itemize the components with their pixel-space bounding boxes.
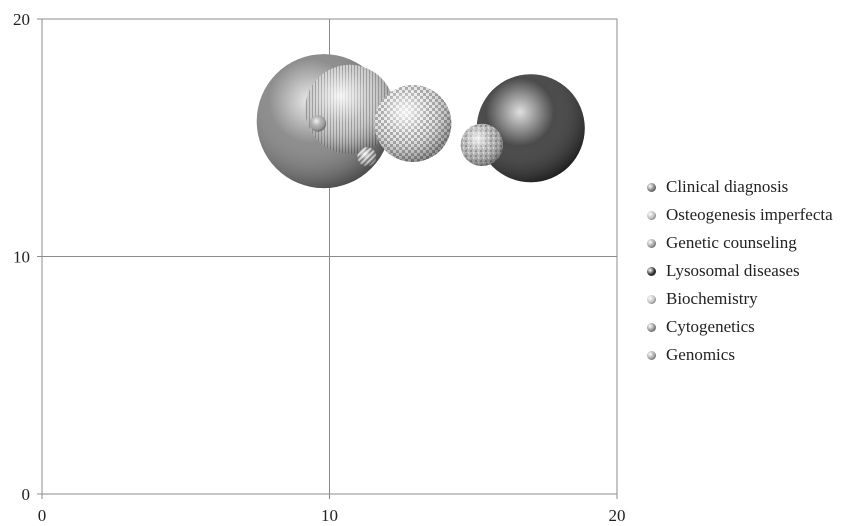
legend-swatch-lysosomal-diseases xyxy=(647,266,656,276)
x-tick-label: 20 xyxy=(609,506,626,525)
legend-label: Osteogenesis imperfecta xyxy=(666,205,833,224)
legend: Clinical diagnosis Osteogenesis imperfect… xyxy=(647,173,833,369)
y-tick-label: 20 xyxy=(13,10,30,29)
legend-swatch-clinical-diagnosis xyxy=(647,182,656,192)
legend-item-lysosomal-diseases: Lysosomal diseases xyxy=(647,257,833,285)
legend-swatch-cytogenetics xyxy=(647,322,656,332)
y-tick-label: 10 xyxy=(13,248,30,267)
bubble-shading-genomics xyxy=(309,115,327,132)
legend-label: Cytogenetics xyxy=(666,317,755,336)
legend-item-biochemistry: Biochemistry xyxy=(647,285,833,313)
bubbles xyxy=(256,54,585,189)
legend-item-genomics: Genomics xyxy=(647,341,833,369)
legend-label: Genetic counseling xyxy=(666,233,797,252)
legend-label: Genomics xyxy=(666,345,735,364)
bubble-shading-biochemistry xyxy=(374,85,452,162)
bubble-shading-lysosomal-diseases xyxy=(476,74,585,183)
legend-label: Biochemistry xyxy=(666,289,758,308)
legend-item-clinical-diagnosis: Clinical diagnosis xyxy=(647,173,833,201)
x-tick-label: 0 xyxy=(38,506,47,525)
legend-label: Lysosomal diseases xyxy=(666,261,800,280)
bubble-shading-osteogenesis-imperfecta xyxy=(305,64,395,154)
bubble-shading-genetic-counseling xyxy=(357,147,377,167)
legend-item-genetic-counseling: Genetic counseling xyxy=(647,229,833,257)
legend-swatch-biochemistry xyxy=(647,294,656,304)
x-tick-label: 10 xyxy=(321,506,338,525)
tick-labels: 0 10 20 0 10 20 xyxy=(13,10,626,525)
y-tick-label: 0 xyxy=(22,485,31,504)
legend-item-osteogenesis-imperfecta: Osteogenesis imperfecta xyxy=(647,201,833,229)
bubble-shading-cytogenetics xyxy=(460,123,504,167)
legend-item-cytogenetics: Cytogenetics xyxy=(647,313,833,341)
legend-swatch-osteogenesis-imperfecta xyxy=(647,210,656,220)
legend-swatch-genetic-counseling xyxy=(647,238,656,248)
legend-swatch-genomics xyxy=(647,350,656,360)
grid xyxy=(37,18,618,499)
legend-label: Clinical diagnosis xyxy=(666,177,789,196)
